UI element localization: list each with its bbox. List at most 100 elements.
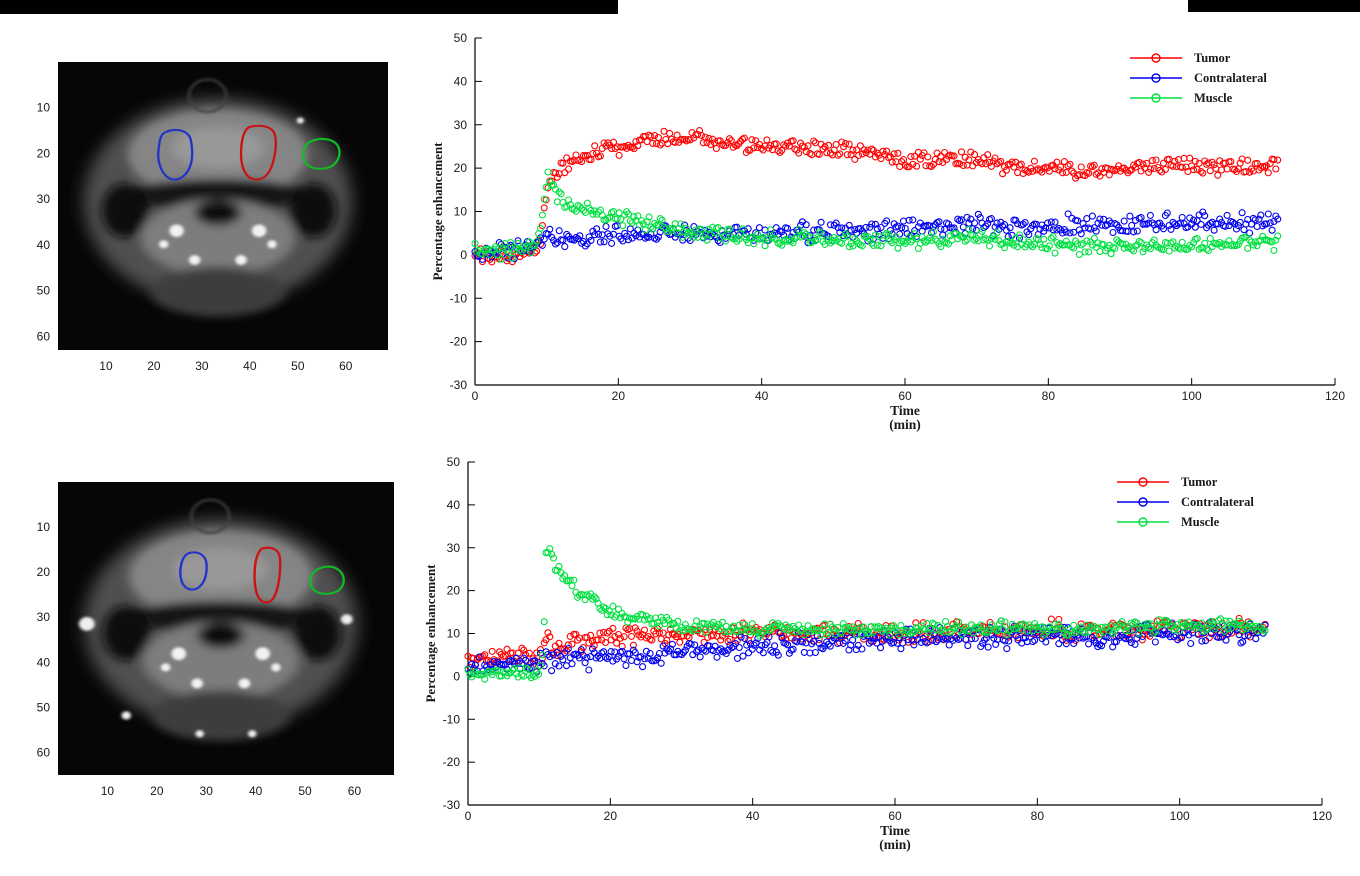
muscle-roi-outline bbox=[302, 137, 341, 170]
legend-label: Tumor bbox=[1181, 475, 1218, 489]
contralateral-roi-outline bbox=[157, 128, 194, 181]
svg-text:-30: -30 bbox=[450, 378, 468, 392]
svg-text:10: 10 bbox=[37, 101, 51, 115]
svg-text:30: 30 bbox=[200, 784, 214, 798]
svg-text:20: 20 bbox=[454, 161, 468, 175]
mri-grayscale-image bbox=[58, 482, 394, 775]
x-axis-label: Time bbox=[890, 403, 920, 418]
svg-text:0: 0 bbox=[460, 248, 467, 262]
legend: Tumor Contralateral Muscle bbox=[1117, 475, 1254, 529]
svg-text:80: 80 bbox=[1031, 809, 1045, 823]
svg-text:20: 20 bbox=[37, 565, 51, 579]
svg-text:10: 10 bbox=[447, 627, 461, 641]
series-contralateral-points bbox=[464, 619, 1269, 679]
svg-text:40: 40 bbox=[37, 655, 51, 669]
legend-label: Muscle bbox=[1181, 515, 1220, 529]
svg-text:120: 120 bbox=[1312, 809, 1332, 823]
series-contralateral-points bbox=[471, 208, 1282, 263]
svg-text:30: 30 bbox=[37, 610, 51, 624]
svg-text:80: 80 bbox=[1042, 389, 1056, 403]
svg-text:100: 100 bbox=[1170, 809, 1190, 823]
enhancement-chart-scan-2: -30 -20 -10 0 10 20 30 40 50 0 20 40 60 80 100 120 Time(… bbox=[423, 455, 1332, 852]
legend: Tumor Contralateral Muscle bbox=[1130, 51, 1267, 105]
svg-text:20: 20 bbox=[37, 146, 51, 160]
svg-text:0: 0 bbox=[472, 389, 479, 403]
svg-text:0: 0 bbox=[453, 669, 460, 683]
top-left-black-bar bbox=[0, 0, 618, 14]
contralateral-roi-outline bbox=[179, 551, 208, 591]
mri-axis-ticks: 10 20 30 40 50 60 10 20 30 40 50 60 bbox=[37, 101, 353, 373]
svg-text:-10: -10 bbox=[450, 291, 468, 305]
svg-text:30: 30 bbox=[447, 541, 461, 555]
top-right-black-bar bbox=[1188, 0, 1360, 12]
series-muscle-points bbox=[464, 545, 1269, 683]
svg-text:20: 20 bbox=[147, 359, 161, 373]
x-axis-unit-label: (min) bbox=[879, 837, 911, 852]
svg-text:10: 10 bbox=[37, 520, 51, 534]
legend-entry-contralateral: Contralateral bbox=[1117, 495, 1254, 509]
svg-text:50: 50 bbox=[37, 700, 51, 714]
svg-text:40: 40 bbox=[755, 389, 769, 403]
svg-text:40: 40 bbox=[249, 784, 263, 798]
svg-text:100: 100 bbox=[1182, 389, 1202, 403]
bright-spots bbox=[159, 117, 304, 265]
svg-text:10: 10 bbox=[99, 359, 113, 373]
svg-text:40: 40 bbox=[746, 809, 760, 823]
ring-artifact bbox=[187, 78, 228, 114]
svg-text:10: 10 bbox=[101, 784, 115, 798]
series-muscle-points bbox=[471, 168, 1282, 263]
muscle-roi-outline bbox=[308, 565, 345, 595]
legend-label: Muscle bbox=[1194, 91, 1233, 105]
legend-label: Contralateral bbox=[1194, 71, 1267, 85]
svg-text:120: 120 bbox=[1325, 389, 1345, 403]
svg-text:60: 60 bbox=[37, 745, 51, 759]
svg-text:20: 20 bbox=[612, 389, 626, 403]
svg-text:60: 60 bbox=[348, 784, 362, 798]
bright-spots bbox=[79, 614, 353, 738]
enhancement-chart-scan-1: -30 -20 -10 0 10 20 30 40 50 0 20 40 60 80 100 120 Time(… bbox=[430, 31, 1345, 432]
legend-entry-tumor: Tumor bbox=[1130, 51, 1231, 65]
tumor-roi-outline bbox=[239, 124, 277, 181]
axes: -30 -20 -10 0 10 20 30 40 50 0 20 40 60 80 100 120 Time(… bbox=[423, 455, 1332, 852]
svg-text:60: 60 bbox=[898, 389, 912, 403]
svg-text:60: 60 bbox=[888, 809, 902, 823]
series-tumor-points bbox=[471, 127, 1282, 266]
svg-text:-20: -20 bbox=[443, 755, 461, 769]
axes: -30 -20 -10 0 10 20 30 40 50 0 20 40 60 80 100 120 Time(… bbox=[430, 31, 1345, 432]
svg-text:10: 10 bbox=[454, 205, 468, 219]
svg-text:60: 60 bbox=[339, 359, 353, 373]
y-axis-label: Percentage enhancement bbox=[423, 564, 438, 703]
svg-text:20: 20 bbox=[447, 584, 461, 598]
svg-text:50: 50 bbox=[291, 359, 305, 373]
svg-text:30: 30 bbox=[195, 359, 209, 373]
legend-entry-muscle: Muscle bbox=[1117, 515, 1220, 529]
svg-text:-30: -30 bbox=[443, 798, 461, 812]
mri-image-scan-1: 10 20 30 40 50 60 10 20 30 40 50 60 bbox=[37, 62, 388, 373]
legend-label: Contralateral bbox=[1181, 495, 1254, 509]
svg-text:40: 40 bbox=[454, 74, 468, 88]
y-axis-label: Percentage enhancement bbox=[430, 142, 445, 281]
svg-text:-20: -20 bbox=[450, 335, 468, 349]
legend-entry-muscle: Muscle bbox=[1130, 91, 1233, 105]
svg-text:-10: -10 bbox=[443, 712, 461, 726]
svg-text:30: 30 bbox=[37, 192, 51, 206]
svg-text:50: 50 bbox=[37, 284, 51, 298]
svg-text:20: 20 bbox=[150, 784, 164, 798]
x-axis-unit-label: (min) bbox=[889, 417, 921, 432]
svg-text:50: 50 bbox=[454, 31, 468, 45]
svg-text:30: 30 bbox=[454, 118, 468, 132]
legend-label: Tumor bbox=[1194, 51, 1231, 65]
mri-axis-ticks: 10 20 30 40 50 60 10 20 30 40 50 60 bbox=[37, 520, 362, 798]
svg-text:0: 0 bbox=[465, 809, 472, 823]
svg-text:50: 50 bbox=[298, 784, 312, 798]
legend-entry-tumor: Tumor bbox=[1117, 475, 1218, 489]
tumor-roi-outline bbox=[253, 546, 282, 604]
svg-text:40: 40 bbox=[447, 498, 461, 512]
x-axis-label: Time bbox=[880, 823, 910, 838]
ring-artifact bbox=[190, 498, 231, 534]
svg-text:60: 60 bbox=[37, 329, 51, 343]
svg-text:20: 20 bbox=[604, 809, 618, 823]
svg-text:40: 40 bbox=[37, 238, 51, 252]
mri-grayscale-image bbox=[58, 62, 388, 350]
